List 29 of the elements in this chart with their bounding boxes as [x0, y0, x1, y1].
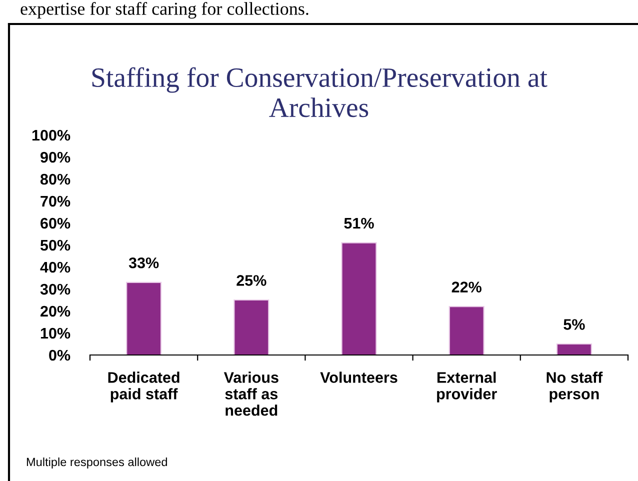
y-tick-label: 20% [40, 306, 70, 317]
x-tick-label: Dedicated paid staff [108, 372, 180, 402]
bar [341, 242, 377, 355]
chart-title: Staffing for Conservation/Preservation at Archives [92, 67, 548, 118]
text: expertise for staff caring for collections. [20, 2, 308, 19]
data-label: 22% [452, 282, 482, 292]
y-tick-label: 60% [40, 218, 70, 229]
data-label: 25% [236, 275, 266, 286]
bar [448, 306, 484, 355]
y-tick-label: 30% [40, 284, 70, 295]
x-tick-label: Various staff as needed [224, 372, 278, 416]
data-label: 51% [344, 218, 374, 229]
bar [234, 299, 270, 355]
x-tick-label: Volunteers [320, 372, 398, 383]
y-tick-label: 90% [40, 152, 70, 163]
text: Multiple responses allowed [26, 457, 167, 469]
y-tick-label: 40% [40, 262, 70, 273]
data-label: 5% [564, 319, 585, 330]
y-tick-label: 10% [40, 328, 70, 339]
y-tick-label: 100% [32, 130, 70, 141]
y-tick-label: 50% [40, 240, 70, 251]
y-tick-label: 80% [40, 174, 70, 185]
x-tick-label: External provider [437, 372, 497, 402]
bar [556, 343, 592, 355]
x-tick-label: No staff person [546, 372, 603, 402]
bar [126, 282, 162, 355]
y-tick-label: 70% [40, 196, 70, 207]
data-label: 33% [128, 257, 159, 268]
y-tick-label: 0% [49, 350, 70, 361]
